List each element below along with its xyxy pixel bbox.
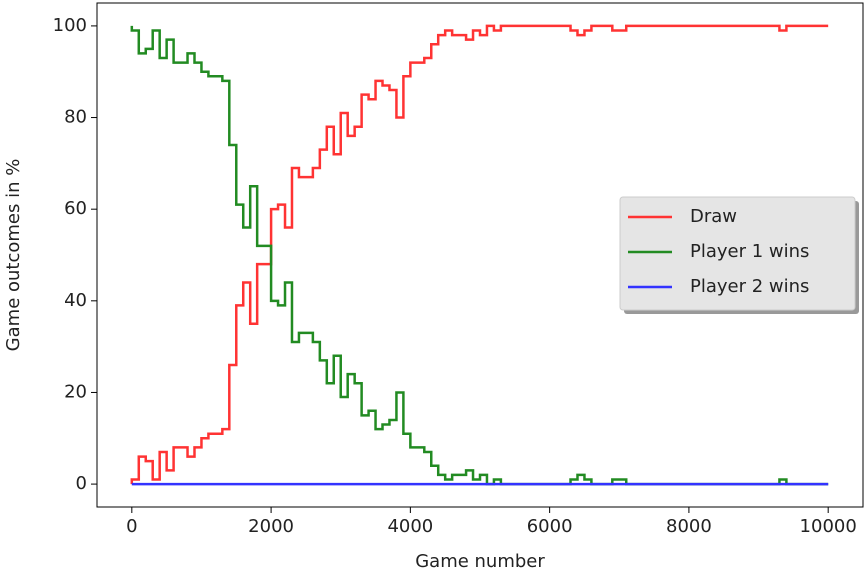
y-tick-label: 80 xyxy=(64,107,87,128)
x-tick-label: 4000 xyxy=(387,516,433,537)
legend-label: Player 2 wins xyxy=(690,276,809,297)
legend-box xyxy=(619,196,856,311)
legend-label: Draw xyxy=(690,206,737,227)
x-tick-label: 8000 xyxy=(666,516,712,537)
y-tick-label: 20 xyxy=(64,381,87,402)
y-tick-label: 0 xyxy=(76,473,87,494)
y-axis-label: Game outcomes in % xyxy=(3,159,24,352)
x-axis-label: Game number xyxy=(415,551,545,572)
y-tick-label: 40 xyxy=(64,290,87,311)
legend-label: Player 1 wins xyxy=(690,241,809,262)
y-tick-label: 60 xyxy=(64,198,87,219)
x-tick-label: 0 xyxy=(126,516,137,537)
x-tick-label: 2000 xyxy=(248,516,294,537)
x-tick-label: 10000 xyxy=(800,516,857,537)
y-tick-label: 100 xyxy=(53,15,87,36)
series-line xyxy=(130,24,829,485)
plot-frame xyxy=(96,2,864,508)
x-tick-label: 6000 xyxy=(527,516,573,537)
